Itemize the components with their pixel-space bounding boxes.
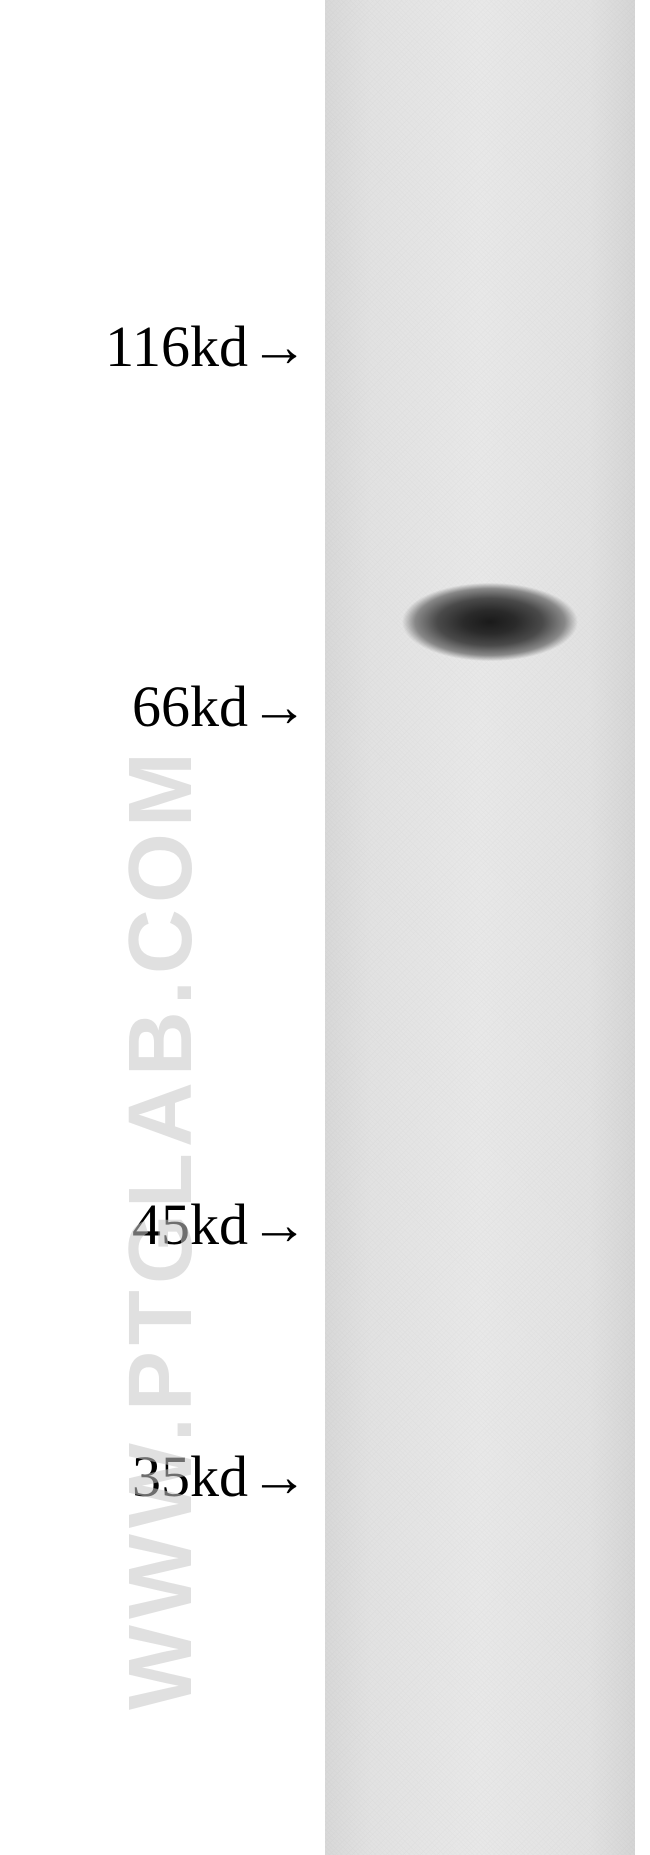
arrow-right-icon: →	[250, 673, 308, 740]
watermark-text: WWW.PTGLAB.COM	[110, 746, 213, 1710]
blot-lane	[325, 0, 635, 1855]
watermark-label: WWW.PTGLAB.COM	[111, 746, 211, 1710]
lane-texture	[325, 0, 635, 1855]
arrow-right-icon: →	[250, 1191, 308, 1258]
marker-116kd: 116kd→	[0, 313, 308, 380]
marker-label-text: 66kd	[132, 673, 248, 740]
arrow-right-icon: →	[250, 313, 308, 380]
protein-band	[402, 573, 578, 671]
marker-label-text: 116kd	[105, 313, 248, 380]
marker-66kd: 66kd→	[0, 673, 308, 740]
arrow-right-icon: →	[250, 1443, 308, 1510]
